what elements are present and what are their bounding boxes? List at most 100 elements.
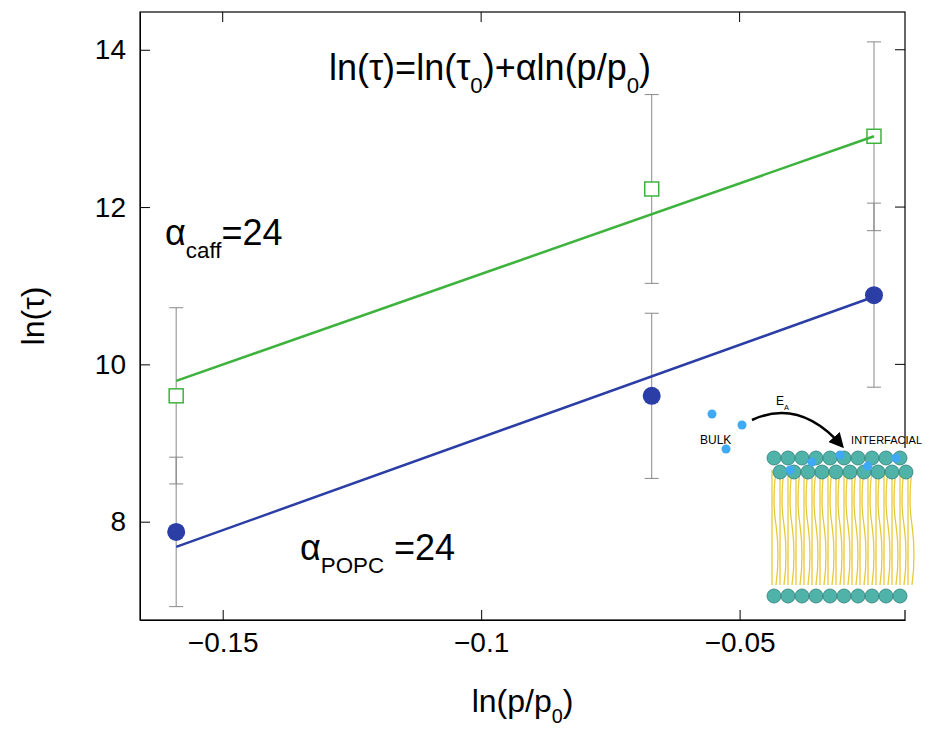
annotation-part: 0 (627, 73, 639, 98)
lipid-head (773, 465, 787, 479)
lipid-head (899, 465, 913, 479)
molecule (892, 454, 901, 463)
lipid-tails (772, 470, 914, 585)
lipid-head (837, 589, 851, 603)
lipid-tail (827, 470, 828, 585)
y-tick-mark-right (895, 207, 905, 208)
x-tick-label: −0.1 (454, 627, 509, 658)
x-tick: −0.1 (454, 610, 509, 658)
lipid-tail (830, 470, 834, 585)
arrow (752, 413, 842, 446)
y-axis-line (140, 13, 141, 621)
error-bar-cap (645, 94, 659, 95)
point (169, 389, 183, 403)
lipid-head (851, 451, 865, 465)
lipid-tail (779, 470, 780, 585)
annotation: EA (776, 394, 789, 412)
y-tick-mark (140, 207, 150, 208)
lipid-tail (798, 470, 802, 585)
molecule (738, 421, 747, 430)
x-axis-title-part: ln(p/p (472, 683, 552, 719)
lipid-tail (910, 470, 914, 585)
y-axis-title-part: ln(τ) (15, 287, 51, 346)
error-bar-cap (867, 203, 881, 204)
lipid-head (851, 589, 865, 603)
lipid-tail (902, 470, 906, 585)
lipid-head (871, 465, 885, 479)
y-tick-label: 12 (95, 192, 126, 223)
mirror-ticks (223, 12, 905, 522)
lipid-tail (806, 470, 810, 585)
series-line (176, 136, 874, 381)
annotation: αPOPC =24 (300, 527, 455, 578)
error-bar-cap (169, 606, 183, 607)
lipid-head (865, 589, 879, 603)
x-tick: −0.15 (188, 610, 259, 658)
lipid-head (801, 465, 815, 479)
point (865, 286, 883, 304)
lipid-head (781, 589, 795, 603)
x-axis-title-part: ) (563, 683, 574, 719)
annotation: αcaff=24 (165, 212, 282, 263)
annotation-part: 0 (470, 73, 482, 98)
lipid-tail (843, 470, 844, 585)
lipid-tail (891, 470, 892, 585)
lipid-tail (795, 470, 796, 585)
error-bar-cap (645, 478, 659, 479)
annotation-part: A (784, 403, 789, 412)
fit-line (176, 136, 874, 381)
error-bar-cap (867, 387, 881, 388)
y-tick-mark (140, 364, 150, 365)
lipid-head (879, 451, 893, 465)
annotation-part: caff (186, 238, 222, 263)
error-bar-cap (645, 283, 659, 284)
y-tick-label: 14 (95, 34, 126, 65)
lipid-tail (819, 470, 820, 585)
y-tick: 12 (95, 192, 150, 223)
lipid-tail (878, 470, 882, 585)
molecule (708, 410, 717, 419)
x-tick: −0.05 (705, 610, 776, 658)
lipid-tail (851, 470, 852, 585)
series-scatter (169, 42, 881, 484)
x-tick-label: −0.15 (188, 627, 259, 658)
annotation: INTERFACIAL (851, 434, 922, 446)
annotation-part: =24 (221, 212, 282, 253)
lipid-head (879, 589, 893, 603)
lipid-tail (838, 470, 842, 585)
lipid-tail (870, 470, 874, 585)
annotation-part: ln(τ)=ln(τ (329, 47, 470, 88)
molecule (786, 466, 795, 475)
lipid-tail (862, 470, 866, 585)
annotation-part: )+αln(p/p (483, 47, 627, 88)
y-axis-title: ln(τ) (15, 287, 51, 346)
lipid-tail (803, 470, 804, 585)
lipid-head (893, 589, 907, 603)
annotation-part: α (300, 527, 321, 568)
error-bar (169, 308, 183, 484)
x-tick-label: −0.05 (705, 627, 776, 658)
error-bar-cap (169, 457, 183, 458)
error-bar-cap (867, 41, 881, 42)
annotation: ln(τ)=ln(τ0)+αln(p/p0) (329, 47, 651, 98)
x-tick-mark-top (222, 12, 223, 22)
lipid-tail (822, 470, 826, 585)
lipid-head (829, 465, 843, 479)
lipid-tail (846, 470, 850, 585)
lipid-head (823, 451, 837, 465)
membrane-inset (708, 410, 923, 611)
x-axis: −0.15 −0.1 −0.05 (141, 610, 906, 658)
chart: −0.15−0.1−0.058101214ln(p/p0)ln(τ)ln(τ)=… (0, 0, 933, 734)
y-tick-mark (140, 522, 150, 523)
lipid-tail (782, 470, 786, 585)
point (643, 387, 661, 405)
y-tick-mark-right (895, 49, 905, 50)
annotation-part: INTERFACIAL (851, 434, 922, 446)
x-tick-mark (740, 610, 741, 620)
lipid-tail (787, 470, 788, 585)
lipid-tail (790, 470, 794, 585)
lipid-heads (767, 451, 913, 603)
lipid-tail (811, 470, 812, 585)
annotation-part: E (776, 394, 784, 408)
molecule (864, 462, 873, 471)
